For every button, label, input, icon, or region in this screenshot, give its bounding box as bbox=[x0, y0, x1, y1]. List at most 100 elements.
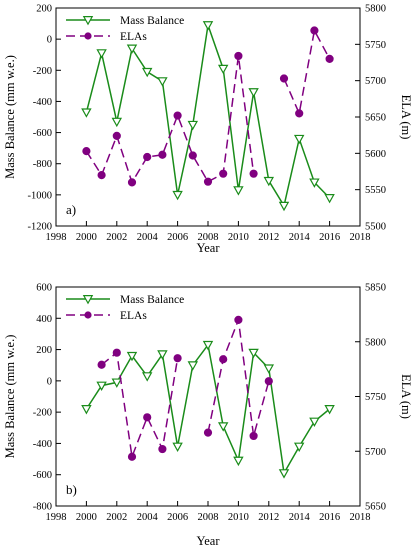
y-left-tick-label: 600 bbox=[36, 283, 52, 294]
ela-point bbox=[279, 74, 289, 83]
x-tick-label: 2000 bbox=[76, 512, 97, 523]
x-axis-label: Year bbox=[196, 534, 220, 548]
mass-balance-point bbox=[172, 442, 183, 452]
x-tick-label: 2018 bbox=[350, 232, 371, 243]
x-tick-label: 2010 bbox=[228, 232, 249, 243]
x-tick-label: 2012 bbox=[258, 512, 279, 523]
mass-balance-point bbox=[111, 378, 123, 388]
y-right-tick-label: 5650 bbox=[365, 113, 386, 124]
legend: Mass Balance ELAs bbox=[66, 15, 184, 43]
legend-label-elas: ELAs bbox=[120, 310, 147, 322]
x-tick-label: 2018 bbox=[350, 512, 371, 523]
ela-point bbox=[219, 169, 228, 178]
y-right-tick-label: 5600 bbox=[365, 149, 386, 160]
y-right-tick-label: 5850 bbox=[365, 283, 386, 294]
ela-point bbox=[143, 152, 152, 162]
mass-balance-line bbox=[85, 343, 331, 476]
ela-line bbox=[207, 319, 270, 437]
y-left-tick-label: -400 bbox=[33, 439, 52, 450]
x-tick-label: 2012 bbox=[258, 232, 279, 243]
mass-balance-point bbox=[157, 350, 168, 360]
y-right-axis-label: ELA (m) bbox=[399, 95, 413, 140]
legend-label-mass-balance: Mass Balance bbox=[120, 15, 184, 27]
y-right-tick-label: 5700 bbox=[365, 447, 386, 458]
x-tick-label: 2008 bbox=[198, 512, 219, 523]
x-tick-label: 2002 bbox=[106, 232, 127, 243]
y-right-tick-label: 5750 bbox=[365, 392, 386, 403]
y-left-tick-label: -1200 bbox=[28, 222, 53, 233]
chart-panel-1: 1998 2000 2002 2004 2006 2008 2010 2012 2014 2016… bbox=[3, 4, 413, 256]
x-tick-label: 2002 bbox=[106, 512, 127, 523]
series-elas bbox=[97, 315, 273, 461]
mass-balance-point bbox=[81, 405, 92, 415]
mass-balance-point bbox=[111, 117, 123, 128]
y-left-tick-label: 200 bbox=[36, 345, 52, 356]
x-tick-label: 2016 bbox=[319, 232, 340, 243]
ela-point bbox=[219, 355, 228, 364]
y-right-tick-label: 5800 bbox=[365, 4, 386, 15]
y-right-tick-label: 5500 bbox=[365, 222, 386, 233]
mass-balance-point bbox=[126, 351, 138, 362]
series-mass-balance bbox=[81, 21, 335, 212]
mass-balance-point bbox=[233, 456, 244, 467]
x-tick-label: 1998 bbox=[46, 512, 67, 523]
y-left-tick-label: -600 bbox=[33, 470, 52, 481]
x-tick-label: 2008 bbox=[198, 232, 219, 243]
ela-point bbox=[188, 151, 197, 160]
mass-balance-point bbox=[278, 469, 290, 479]
y-left-tick-label: -200 bbox=[33, 408, 52, 419]
legend: Mass Balance ELAs bbox=[66, 294, 184, 322]
mass-balance-point bbox=[324, 405, 335, 415]
panel-label: a) bbox=[66, 202, 76, 217]
ela-point bbox=[97, 360, 106, 369]
ela-point bbox=[158, 150, 167, 159]
ela-point bbox=[249, 169, 258, 178]
mass-balance-point bbox=[157, 77, 168, 87]
ela-point bbox=[310, 26, 319, 35]
mass-balance-point bbox=[141, 372, 153, 382]
legend-label-mass-balance: Mass Balance bbox=[120, 294, 184, 306]
ela-point bbox=[158, 444, 167, 454]
mass-balance-point bbox=[293, 442, 305, 452]
series-mass-balance bbox=[81, 340, 335, 479]
y-right-tick-label: 5650 bbox=[365, 502, 386, 513]
ela-point bbox=[112, 131, 121, 140]
y-left-tick-label: 400 bbox=[36, 314, 52, 325]
y-left-tick-label: 0 bbox=[47, 35, 52, 46]
ela-point bbox=[173, 354, 182, 363]
mass-balance-point bbox=[141, 67, 153, 78]
series-elas bbox=[82, 26, 334, 187]
x-tick-label: 2014 bbox=[289, 232, 311, 243]
ela-point bbox=[97, 171, 106, 180]
legend-ela-marker bbox=[84, 311, 92, 319]
y-left-tick-label: -800 bbox=[33, 502, 52, 513]
y-left-tick-label: -200 bbox=[33, 66, 52, 77]
x-tick-label: 2006 bbox=[167, 512, 188, 523]
ela-point bbox=[325, 54, 334, 63]
plot-frame bbox=[55, 7, 361, 227]
mass-balance-point bbox=[248, 348, 259, 359]
mass-balance-point bbox=[324, 194, 335, 204]
mass-balance-point bbox=[202, 340, 214, 351]
legend-ela-marker bbox=[84, 32, 92, 40]
y-right-tick-label: 5700 bbox=[365, 76, 386, 87]
ela-line bbox=[101, 351, 179, 460]
chart-panel-2: 1998 2000 2002 2004 2006 2008 2010 2012 2014 2016… bbox=[3, 283, 413, 549]
mass-balance-point bbox=[278, 201, 290, 212]
mass-balance-point bbox=[187, 361, 199, 371]
x-axis-label: Year bbox=[196, 241, 220, 255]
mass-balance-point bbox=[263, 176, 275, 187]
ela-point bbox=[203, 177, 213, 186]
y-right-tick-label: 5800 bbox=[365, 337, 386, 348]
y-left-tick-label: 200 bbox=[36, 4, 52, 15]
x-tick-label: 2014 bbox=[289, 512, 311, 523]
x-tick-label: 1998 bbox=[46, 232, 67, 243]
plot-frame bbox=[55, 286, 361, 507]
x-tick-label: 2004 bbox=[137, 232, 159, 243]
ela-point bbox=[234, 315, 243, 324]
x-tick-label: 2016 bbox=[319, 512, 340, 523]
ela-point bbox=[295, 109, 304, 118]
legend-label-elas: ELAs bbox=[120, 31, 147, 43]
ela-point bbox=[264, 377, 273, 386]
mass-balance-point bbox=[96, 49, 107, 59]
